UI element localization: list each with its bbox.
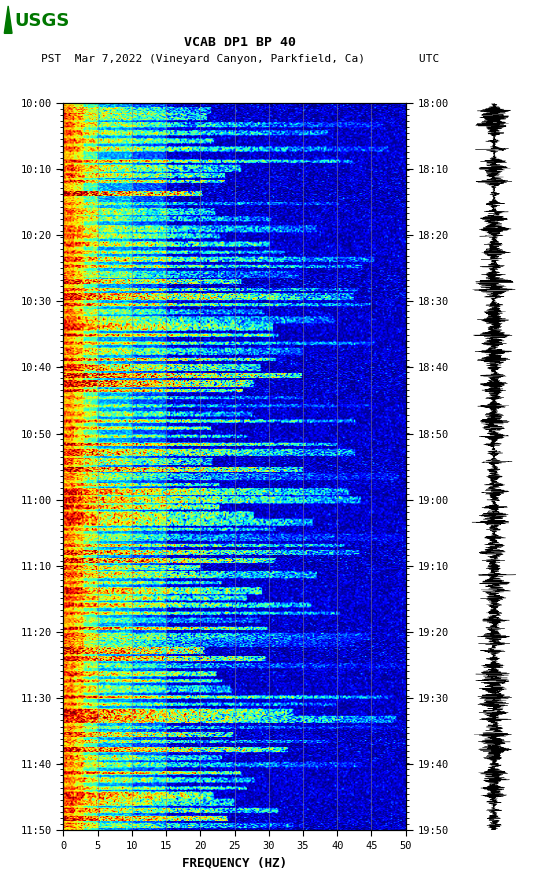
Text: VCAB DP1 BP 40: VCAB DP1 BP 40 — [184, 36, 296, 49]
Text: USGS: USGS — [14, 13, 70, 30]
Polygon shape — [4, 6, 12, 33]
Text: PST  Mar 7,2022 (Vineyard Canyon, Parkfield, Ca)        UTC: PST Mar 7,2022 (Vineyard Canyon, Parkfie… — [41, 54, 439, 63]
X-axis label: FREQUENCY (HZ): FREQUENCY (HZ) — [182, 856, 287, 870]
